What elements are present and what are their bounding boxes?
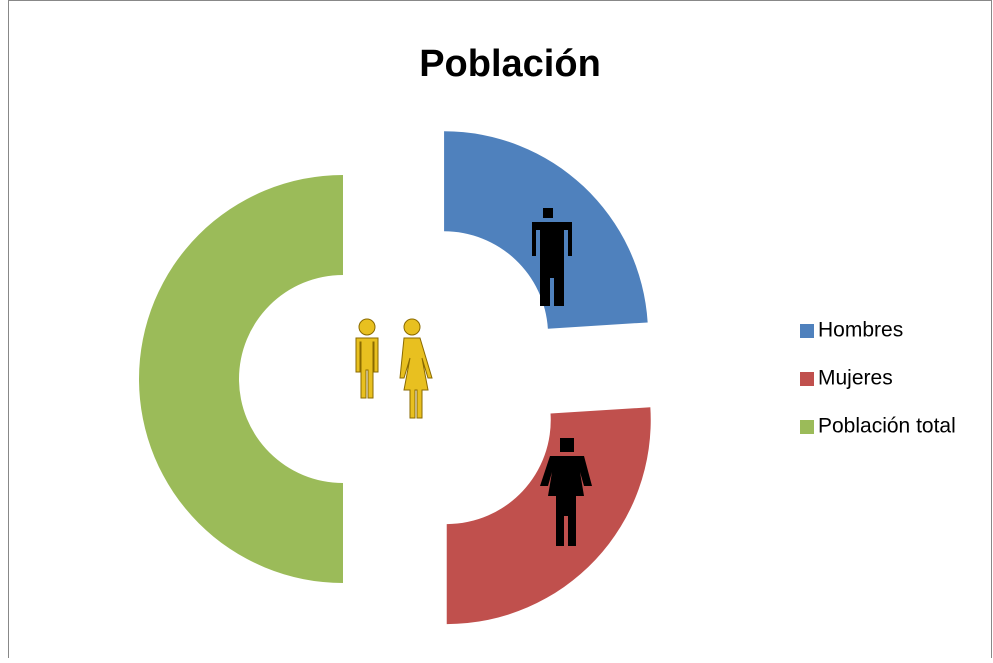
legend-label: Mujeres (818, 367, 893, 390)
doughnut-slice (139, 175, 343, 583)
man-icon (532, 208, 572, 306)
legend-label: Hombres (818, 319, 903, 342)
woman-icon (540, 438, 592, 546)
doughnut-slice (446, 407, 651, 625)
legend: Hombres Mujeres Población total (800, 319, 956, 438)
legend-label: Población total (818, 415, 956, 438)
center-people-icon (355, 318, 433, 419)
legend-swatch (800, 420, 814, 434)
legend-swatch (800, 324, 814, 338)
legend-swatch (800, 372, 814, 386)
chart-title: Población (419, 43, 601, 85)
